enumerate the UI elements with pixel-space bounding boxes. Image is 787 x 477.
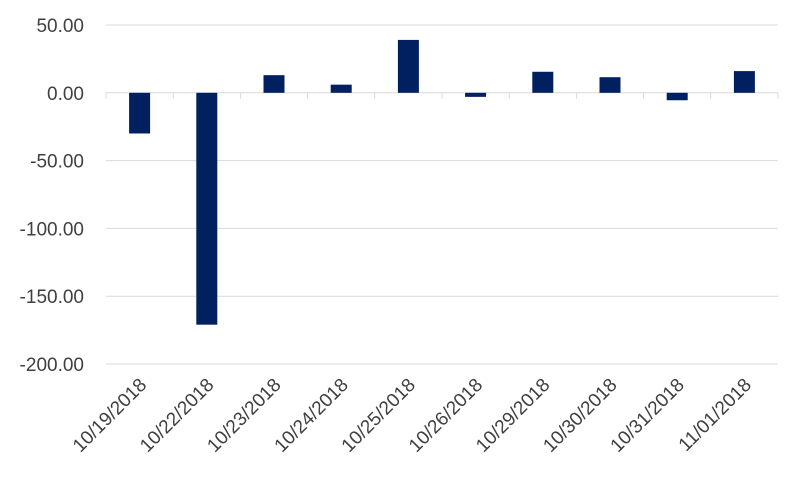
bar-10-31-2018	[666, 92, 688, 101]
bar-10-26-2018	[465, 92, 487, 97]
bar-10-25-2018	[397, 39, 419, 93]
bar-10-29-2018	[532, 71, 554, 93]
bar-10-30-2018	[599, 77, 621, 93]
bar-10-19-2018	[129, 92, 151, 134]
bar-11-01-2018	[733, 71, 755, 93]
gridlines	[106, 24, 778, 365]
y-tick-label: -50.00	[30, 152, 84, 173]
y-axis-tick-labels: 50.00 0.00 -50.00 -100.00 -150.00 -200.00	[20, 16, 84, 376]
bars	[129, 39, 755, 325]
y-tick-label: -200.00	[20, 355, 84, 376]
y-tick-label: 0.00	[47, 84, 84, 105]
y-tick-label: -150.00	[20, 287, 84, 308]
bar-10-22-2018	[196, 92, 218, 325]
x-tick-label: 11/01/2018	[675, 375, 756, 456]
bar-10-24-2018	[330, 84, 352, 93]
x-axis-tick-marks	[105, 92, 779, 99]
y-tick-label: 50.00	[36, 16, 84, 37]
y-tick-label: -100.00	[20, 219, 84, 240]
x-axis-tick-labels: 10/19/201810/22/201810/23/201810/24/2018…	[69, 375, 756, 457]
bar-10-23-2018	[263, 75, 285, 93]
